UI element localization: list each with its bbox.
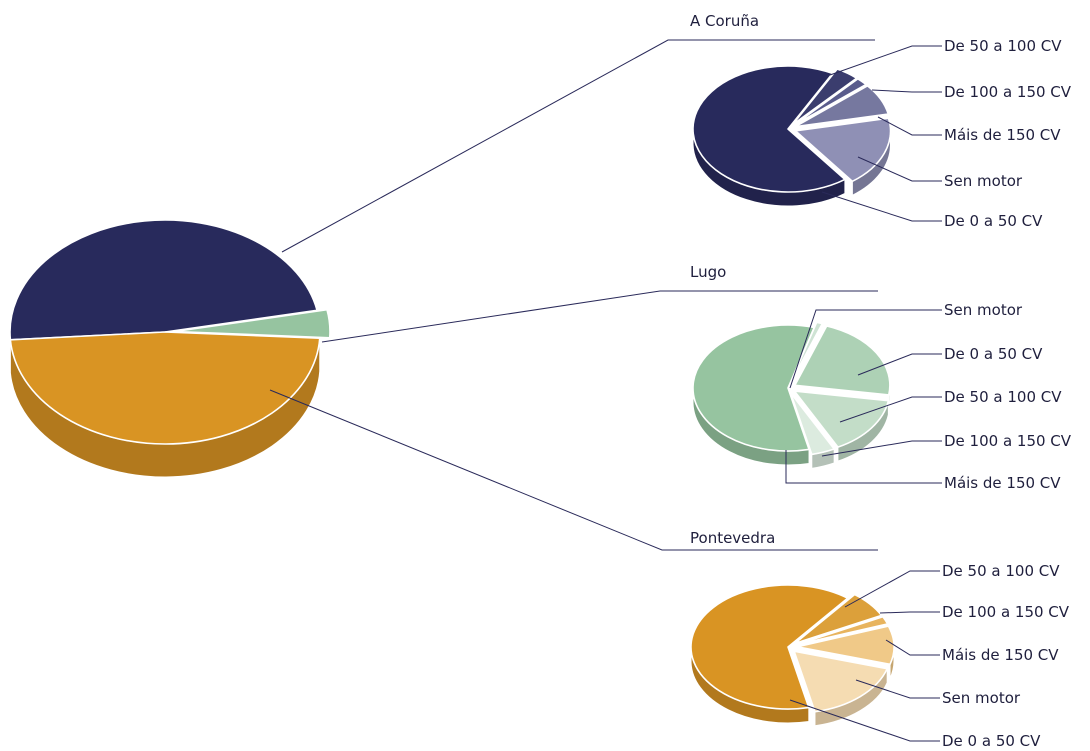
coruna-pie-slice-0: [791, 68, 858, 126]
label-coruna-3: Sen motor: [944, 172, 1023, 190]
label-lugo-3: De 100 a 150 CV: [944, 432, 1072, 450]
lugo-pie-slice-1: [794, 325, 891, 396]
pontevedra-pie-slice-1: [795, 615, 889, 646]
label-lugo-1: De 0 a 50 CV: [944, 345, 1043, 363]
connector-coruna: [281, 39, 875, 253]
pontevedra-pie-slice-0: [794, 593, 883, 645]
label-lugo-4: Máis de 150 CV: [944, 474, 1061, 492]
label-ponte-1: De 100 a 150 CV: [942, 603, 1070, 621]
label-lugo-2: De 50 a 100 CV: [944, 388, 1062, 406]
leader-coruna-0: [829, 45, 942, 76]
lugo-pie: [692, 321, 891, 470]
label-coruna-2: Máis de 150 CV: [944, 126, 1061, 144]
leader-ponte-2: [885, 639, 940, 656]
label-ponte-2: Máis de 150 CV: [942, 646, 1059, 664]
label-lugo-0: Sen motor: [944, 301, 1023, 319]
title-pontevedra: Pontevedra: [690, 529, 775, 547]
leader-lugo-1: [857, 353, 942, 376]
lugo-pie-slice-2: [793, 390, 890, 448]
leader-lugo-0: [789, 309, 942, 389]
label-ponte-4: De 0 a 50 CV: [942, 732, 1041, 750]
label-coruna-1: De 100 a 150 CV: [944, 83, 1072, 101]
leader-coruna-3: [857, 156, 942, 182]
leader-lugo-4: [785, 450, 942, 484]
main-pie-slice-1: [174, 308, 331, 339]
pontevedra-pie: [690, 584, 895, 727]
label-ponte-0: De 50 a 100 CV: [942, 562, 1060, 580]
coruna-pie-slice-4: [692, 65, 846, 193]
main-pie-slice-2: [9, 331, 321, 445]
coruna-pie-slice-2: [794, 85, 890, 128]
legend-pontevedra: De 50 a 100 CV De 100 a 150 CV Máis de 1…: [789, 562, 1070, 750]
lugo-pie-slice-0: [789, 321, 824, 384]
leader-coruna-1: [871, 89, 942, 93]
leader-ponte-1: [879, 611, 940, 614]
connector-pontevedra: [269, 389, 878, 551]
coruna-pie: [692, 65, 892, 207]
lugo-pie-slice-4: [692, 324, 815, 452]
title-lugo: Lugo: [690, 263, 726, 281]
leader-lugo-2: [839, 396, 942, 423]
legend-lugo: Sen motor De 0 a 50 CV De 50 a 100 CV De…: [785, 301, 1072, 492]
main-pie: [9, 219, 331, 478]
leader-ponte-0: [844, 570, 940, 608]
lugo-pie-slice-3: [789, 392, 835, 456]
pontevedra-pie-slice-4: [690, 584, 849, 710]
leader-ponte-3: [855, 679, 940, 699]
label-coruna-0: De 50 a 100 CV: [944, 37, 1062, 55]
leader-coruna-2: [877, 116, 942, 136]
leader-lugo-3: [821, 440, 942, 457]
main-pie-slice-0: [9, 219, 318, 341]
legend-coruna: De 50 a 100 CV De 100 a 150 CV Máis de 1…: [821, 37, 1072, 230]
label-ponte-3: Sen motor: [942, 689, 1021, 707]
coruna-pie-slice-1: [792, 77, 867, 127]
connectors: [269, 39, 878, 551]
connector-lugo: [321, 290, 878, 343]
label-coruna-4: De 0 a 50 CV: [944, 212, 1043, 230]
title-coruna: A Coruña: [690, 12, 759, 30]
leader-coruna-4: [821, 191, 942, 222]
leader-ponte-4: [789, 699, 940, 742]
